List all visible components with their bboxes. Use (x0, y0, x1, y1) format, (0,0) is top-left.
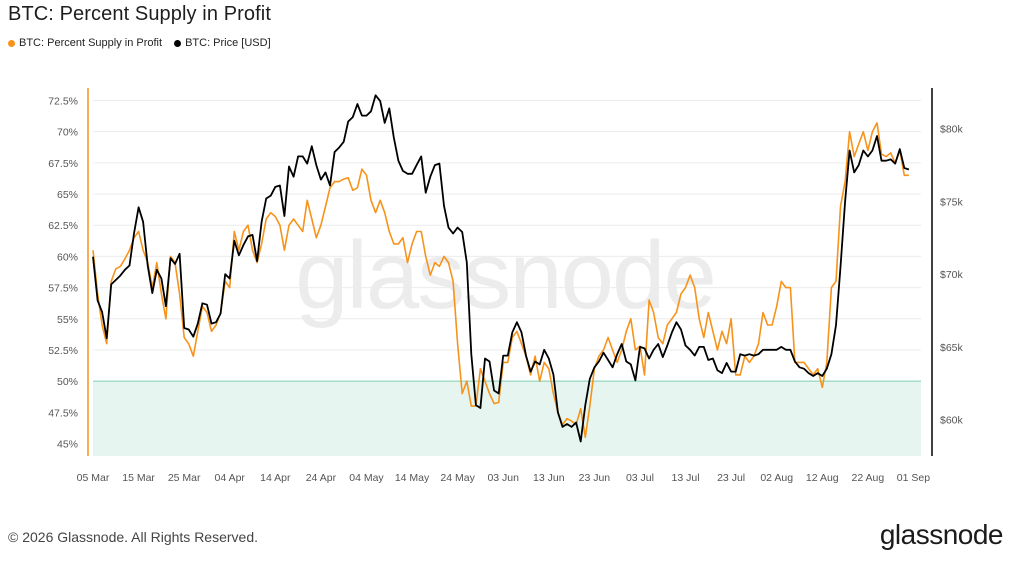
x-tick-label: 14 Apr (260, 472, 291, 484)
y-left-tick-label: 62.5% (48, 220, 78, 232)
series-line-price[interactable] (92, 94, 910, 443)
series-line-supply-in-profit[interactable] (92, 122, 909, 439)
legend-item-supply-in-profit[interactable]: BTC: Percent Supply in Profit (8, 37, 162, 49)
y-left-tick-label: 52.5% (48, 345, 78, 357)
x-tick-label: 15 Mar (122, 472, 155, 484)
y-left-tick-label: 60% (57, 251, 78, 263)
x-tick-label: 22 Aug (852, 472, 885, 484)
glassnode-logo: glassnode (879, 519, 1004, 550)
x-tick-label: 14 May (395, 472, 430, 484)
x-tick-label: 24 May (440, 472, 475, 484)
x-tick-label: 25 Mar (168, 472, 201, 484)
x-tick-label: 23 Jul (717, 472, 745, 484)
y-left-tick-label: 47.5% (48, 407, 78, 419)
x-tick-label: 02 Aug (760, 472, 793, 484)
y-left-tick-label: 72.5% (48, 95, 78, 107)
below-threshold-area (93, 381, 921, 456)
x-tick-label: 03 Jun (487, 472, 519, 484)
x-tick-label: 13 Jul (672, 472, 700, 484)
y-left-tick-label: 67.5% (48, 158, 78, 170)
y-right-tick-label: $80k (940, 124, 964, 136)
x-tick-label: 04 Apr (215, 472, 246, 484)
x-tick-label: 04 May (349, 472, 384, 484)
y-left-tick-label: 45% (57, 439, 78, 451)
x-tick-label: 05 Mar (77, 472, 110, 484)
y-left-tick-label: 50% (57, 376, 78, 388)
legend-label-price: BTC: Price [USD] (185, 37, 271, 49)
legend-dot-orange (8, 39, 15, 47)
legend-item-price[interactable]: BTC: Price [USD] (174, 37, 271, 49)
watermark-text: glassnode (295, 222, 715, 329)
x-tick-label: 01 Sep (897, 472, 930, 484)
copyright-footer: © 2026 Glassnode. All Rights Reserved. (8, 529, 259, 545)
x-tick-label: 03 Jul (626, 472, 654, 484)
chart-legend: BTC: Percent Supply in Profit BTC: Price… (8, 37, 271, 49)
y-right-tick-label: $75k (940, 196, 964, 208)
y-left-tick-label: 70% (57, 127, 78, 139)
y-right-tick-label: $60k (940, 415, 964, 427)
y-left-tick-label: 55% (57, 314, 78, 326)
y-left-tick-label: 65% (57, 189, 78, 201)
y-right-tick-label: $65k (940, 342, 964, 354)
chart-title: BTC: Percent Supply in Profit (8, 3, 272, 25)
y-left-tick-label: 57.5% (48, 283, 78, 295)
legend-dot-black (174, 39, 182, 47)
x-tick-label: 12 Aug (806, 472, 839, 484)
y-right-tick-label: $70k (940, 269, 964, 281)
x-tick-label: 24 Apr (306, 472, 337, 484)
x-tick-label: 13 Jun (533, 472, 565, 484)
x-tick-label: 23 Jun (579, 472, 611, 484)
legend-label-supply-in-profit: BTC: Percent Supply in Profit (19, 37, 163, 49)
